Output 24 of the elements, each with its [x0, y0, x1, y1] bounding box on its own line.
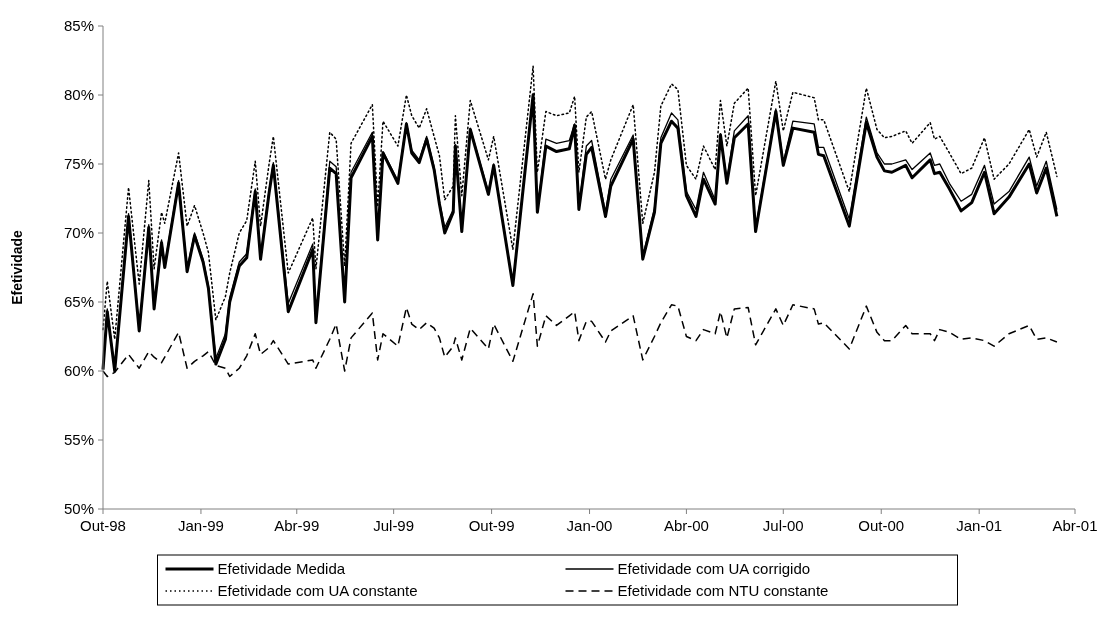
- y-axis-title: Efetividade: [9, 229, 25, 305]
- x-tick-label: Out-00: [858, 517, 905, 534]
- legend-label: Efetividade com UA constante: [217, 582, 418, 600]
- y-tick-label: 55%: [63, 431, 94, 449]
- x-tick-label: Jul-00: [762, 517, 804, 534]
- x-tick-label: Abr-01: [1052, 517, 1098, 534]
- y-tick-label: 65%: [63, 293, 94, 311]
- x-tick-label: Jan-01: [956, 517, 1003, 534]
- x-tick-label: Jan-00: [566, 517, 613, 534]
- legend-label: Efetividade Medida: [217, 560, 346, 578]
- x-tick-label: Jul-99: [373, 517, 415, 534]
- y-tick-label: 60%: [63, 362, 94, 380]
- y-tick-label: 50%: [63, 500, 94, 518]
- legend-label: Efetividade com UA corrigido: [617, 560, 811, 578]
- y-tick-label: 85%: [63, 17, 94, 35]
- x-tick-label: Abr-99: [274, 517, 320, 534]
- y-tick-label: 70%: [63, 224, 94, 242]
- y-tick-label: 75%: [63, 155, 94, 173]
- y-tick-label: 80%: [63, 86, 94, 104]
- x-tick-label: Jan-99: [178, 517, 224, 534]
- x-tick-label: Out-99: [468, 517, 515, 534]
- x-tick-label: Out-98: [80, 517, 126, 534]
- x-tick-label: Abr-00: [663, 517, 709, 534]
- legend-label: Efetividade com NTU constante: [617, 582, 829, 600]
